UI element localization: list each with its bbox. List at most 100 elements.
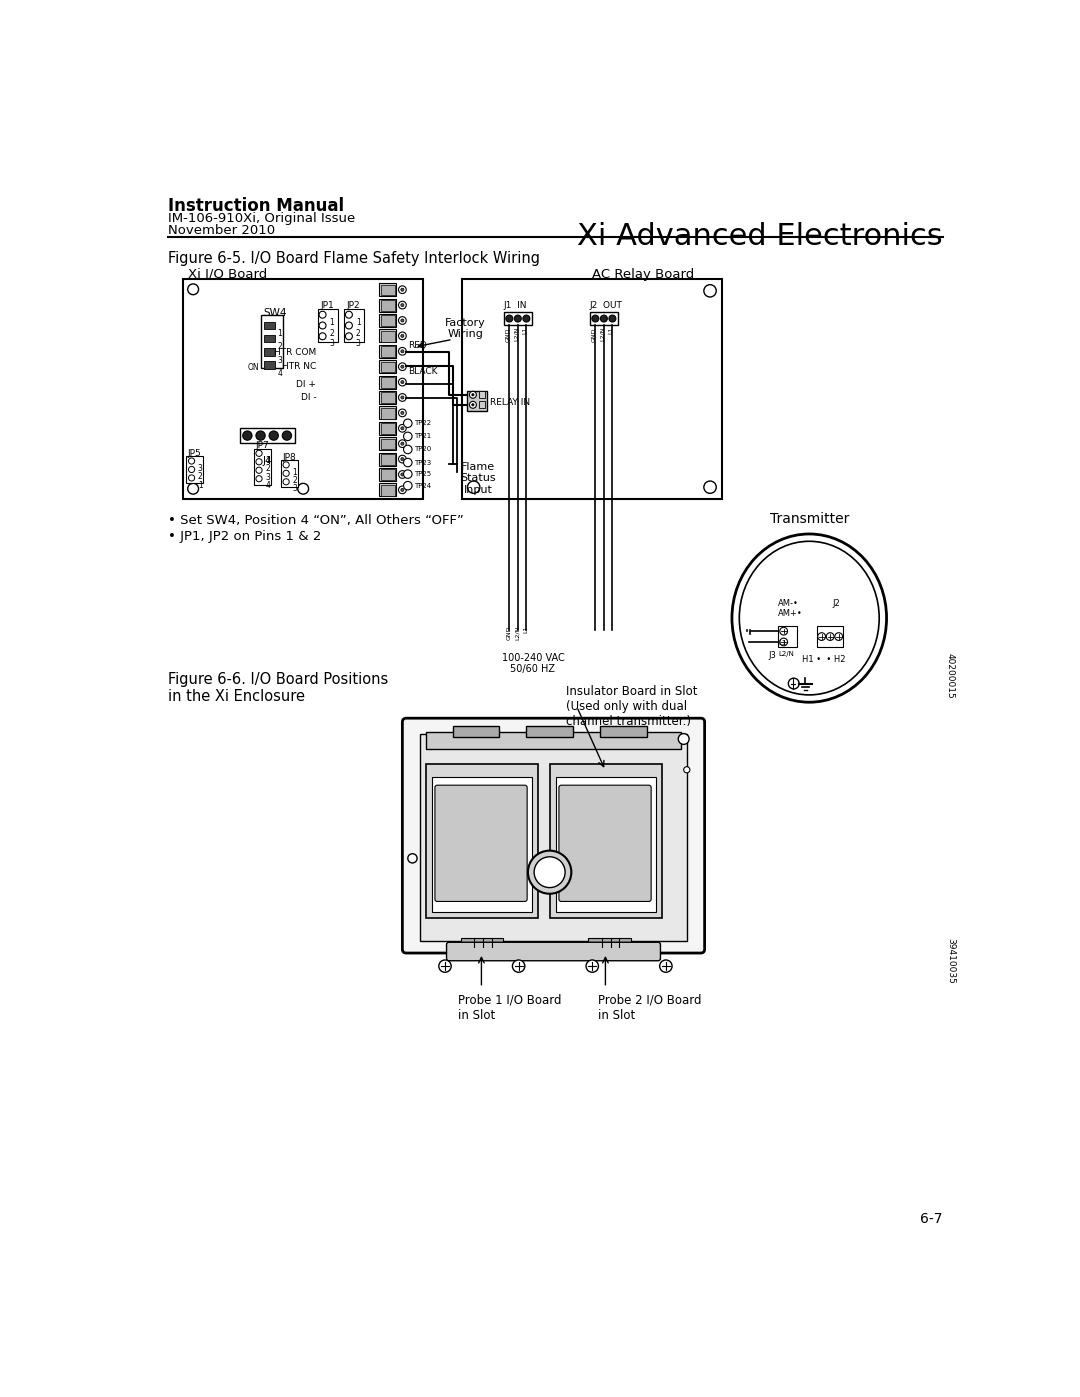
Text: 3: 3: [198, 464, 203, 472]
Circle shape: [401, 334, 404, 338]
Text: 3: 3: [266, 474, 270, 482]
Bar: [556, 778, 656, 912]
Bar: [779, 626, 797, 647]
Text: 2: 2: [266, 464, 270, 474]
Text: 3: 3: [329, 339, 335, 348]
Text: JP5: JP5: [188, 448, 202, 458]
Bar: [281, 460, 298, 488]
Bar: [380, 346, 394, 358]
Bar: [379, 360, 396, 373]
Circle shape: [399, 348, 406, 355]
Circle shape: [399, 455, 406, 462]
Circle shape: [401, 365, 404, 369]
Circle shape: [780, 638, 787, 645]
Text: Flame
Status
Input: Flame Status Input: [460, 462, 496, 495]
Text: Figure 6-6. I/O Board Positions
in the Xi Enclosure: Figure 6-6. I/O Board Positions in the X…: [167, 672, 388, 704]
FancyBboxPatch shape: [559, 785, 651, 901]
Circle shape: [256, 475, 262, 482]
Bar: [380, 316, 394, 327]
Text: 1: 1: [266, 455, 270, 465]
Text: GND: GND: [507, 626, 512, 640]
Text: AM+•: AM+•: [779, 609, 804, 617]
FancyBboxPatch shape: [446, 942, 661, 961]
Ellipse shape: [732, 534, 887, 703]
Bar: [318, 309, 338, 342]
Bar: [590, 312, 618, 326]
Text: TP20: TP20: [414, 447, 431, 453]
FancyBboxPatch shape: [403, 718, 704, 953]
Circle shape: [678, 733, 689, 745]
FancyBboxPatch shape: [435, 785, 527, 901]
Circle shape: [282, 432, 292, 440]
Circle shape: [399, 425, 406, 432]
Text: J2  OUT: J2 OUT: [590, 300, 623, 310]
Bar: [379, 299, 396, 312]
Circle shape: [401, 411, 404, 415]
Text: 1: 1: [293, 468, 297, 476]
Circle shape: [188, 284, 199, 295]
Bar: [420, 733, 687, 942]
Bar: [460, 937, 503, 947]
Text: 3: 3: [278, 355, 283, 365]
Bar: [426, 732, 681, 749]
Text: 100-240 VAC
50/60 HZ: 100-240 VAC 50/60 HZ: [501, 652, 565, 675]
Bar: [453, 726, 499, 738]
Circle shape: [660, 960, 672, 972]
Bar: [380, 393, 394, 404]
Circle shape: [399, 394, 406, 401]
Circle shape: [472, 394, 474, 395]
Bar: [380, 469, 394, 481]
Circle shape: [404, 446, 413, 454]
Circle shape: [189, 475, 194, 481]
Text: 39410035: 39410035: [946, 937, 955, 983]
Bar: [462, 279, 721, 499]
Circle shape: [188, 483, 199, 495]
Text: 2: 2: [198, 472, 203, 481]
Circle shape: [401, 441, 404, 446]
Text: J4: J4: [262, 455, 272, 465]
Circle shape: [401, 380, 404, 384]
Bar: [264, 360, 274, 369]
Circle shape: [399, 332, 406, 339]
Text: JP8: JP8: [282, 453, 296, 461]
Circle shape: [283, 479, 289, 485]
Text: L1: L1: [779, 640, 786, 645]
Text: RED: RED: [408, 341, 428, 351]
Text: AC Relay Board: AC Relay Board: [592, 268, 694, 281]
Text: J1  IN: J1 IN: [504, 300, 527, 310]
Circle shape: [399, 486, 406, 493]
Circle shape: [269, 432, 279, 440]
Text: TP22: TP22: [414, 420, 431, 426]
Text: ON: ON: [247, 363, 259, 372]
Circle shape: [401, 474, 404, 476]
Circle shape: [505, 316, 513, 323]
Bar: [241, 427, 295, 443]
Bar: [379, 314, 396, 327]
Circle shape: [404, 482, 413, 490]
Circle shape: [189, 467, 194, 472]
Circle shape: [399, 440, 406, 447]
Text: TP21: TP21: [414, 433, 431, 440]
Bar: [379, 422, 396, 434]
Text: TP24: TP24: [414, 482, 431, 489]
Circle shape: [399, 379, 406, 386]
Text: November 2010: November 2010: [167, 224, 274, 237]
Circle shape: [399, 409, 406, 416]
Circle shape: [319, 312, 326, 319]
Circle shape: [528, 851, 571, 894]
Text: L2/N: L2/N: [515, 626, 521, 640]
Bar: [261, 316, 283, 367]
Circle shape: [512, 960, 525, 972]
Circle shape: [319, 332, 326, 339]
Bar: [480, 401, 485, 408]
Circle shape: [401, 489, 404, 492]
Circle shape: [319, 323, 326, 328]
Text: Instruction Manual: Instruction Manual: [167, 197, 343, 215]
Text: L2/N: L2/N: [514, 327, 518, 341]
Bar: [186, 457, 203, 483]
Bar: [600, 726, 647, 738]
Bar: [379, 284, 396, 296]
Circle shape: [243, 432, 252, 440]
Text: 4: 4: [278, 369, 283, 377]
Text: Insulator Board in Slot
(Used only with dual
channel transmitter.): Insulator Board in Slot (Used only with …: [566, 685, 698, 728]
